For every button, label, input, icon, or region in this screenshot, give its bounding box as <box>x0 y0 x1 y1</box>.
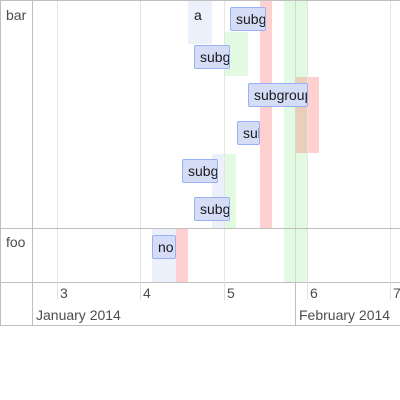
timeline[interactable]: bar foo a subgroup subgroup subgroup sub… <box>0 0 400 326</box>
background-band-green <box>284 0 308 282</box>
timeline-item-subgroup[interactable]: subgroup <box>194 197 230 221</box>
group-label-column <box>0 0 33 282</box>
axis-tick <box>224 282 225 300</box>
axis-minor-label: 4 <box>143 285 151 301</box>
axis-minor-label: 6 <box>310 285 318 301</box>
axis-minor-label: 7 <box>393 285 400 301</box>
timeline-item-subgroup[interactable]: subgroup <box>237 121 260 145</box>
group-label-bar: bar <box>6 7 27 23</box>
grid-line <box>140 0 141 282</box>
axis-major-label: February 2014 <box>299 307 391 323</box>
grid-line <box>390 0 391 282</box>
grid-line <box>295 0 296 282</box>
axis-minor-label: 5 <box>227 285 235 301</box>
grid-line <box>224 0 225 282</box>
axis-tick <box>390 282 391 300</box>
grid-line <box>57 0 58 282</box>
axis-separator <box>0 282 400 283</box>
group-separator <box>0 228 400 229</box>
timeline-item-subgroup[interactable]: subgroup <box>194 45 230 69</box>
timeline-frame <box>0 0 400 326</box>
axis-major-tick <box>32 282 33 325</box>
axis-major-label: January 2014 <box>36 307 121 323</box>
axis-major-tick <box>295 282 296 325</box>
timeline-item-subgroup[interactable]: subgroup <box>248 83 308 107</box>
timeline-item-subgroup[interactable]: subgroup <box>182 159 218 183</box>
timeline-item-a[interactable]: a <box>194 7 202 23</box>
background-band-red <box>260 0 272 228</box>
timeline-item-no[interactable]: no <box>152 235 176 259</box>
grid-line <box>307 0 308 282</box>
background-band-blue <box>188 0 212 44</box>
axis-minor-label: 3 <box>60 285 68 301</box>
axis-tick <box>57 282 58 300</box>
timeline-item-subgroup[interactable]: subgroup <box>230 7 266 31</box>
background-band-red <box>176 228 188 282</box>
axis-tick <box>140 282 141 300</box>
axis-tick <box>307 282 308 300</box>
group-label-foo: foo <box>6 234 26 250</box>
